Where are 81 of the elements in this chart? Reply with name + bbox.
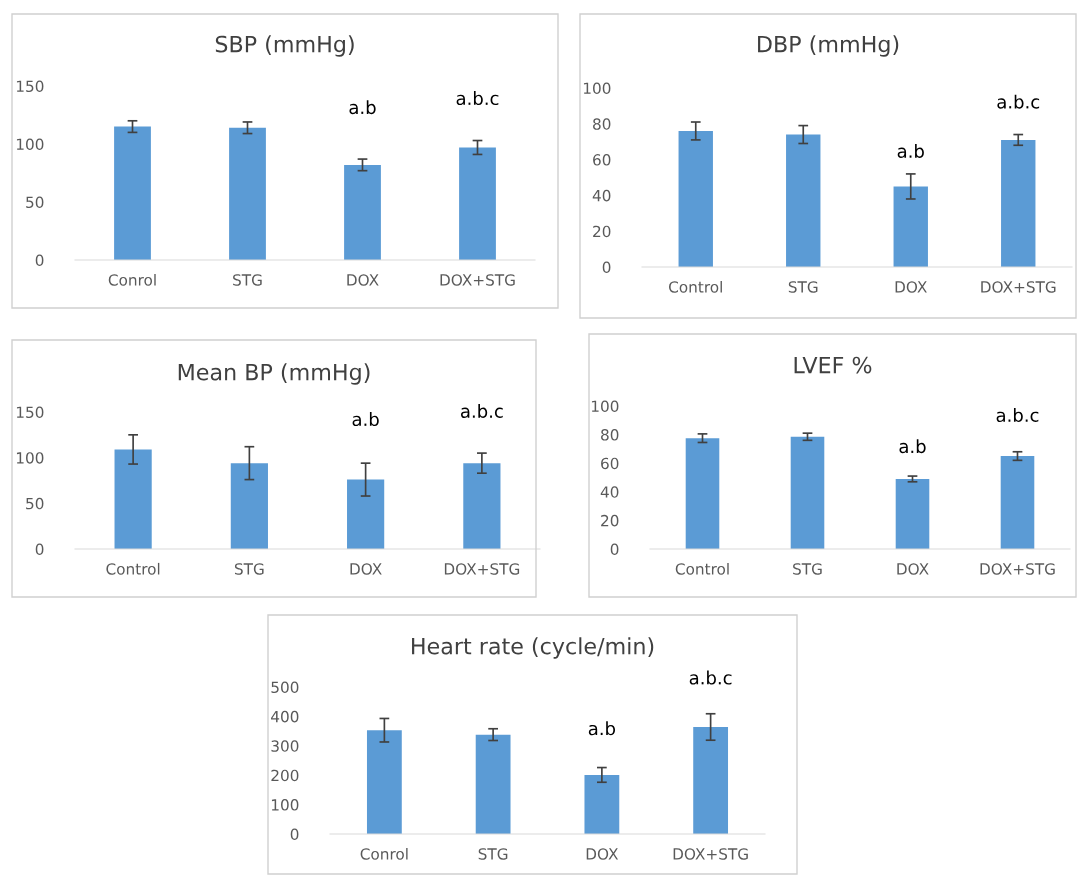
bar (230, 463, 268, 549)
y-tick-label: 100 (591, 400, 619, 413)
bar (786, 134, 821, 267)
annotation: a.b (899, 439, 926, 454)
x-tick-label: Control (669, 280, 722, 293)
bar (229, 127, 266, 260)
x-tick-label: DOX+STG (440, 274, 515, 286)
x-tick-label: DOX+STG (444, 563, 520, 575)
bar (895, 478, 930, 549)
annotation: a.b.c (460, 404, 503, 418)
bar (114, 449, 152, 549)
x-tick-label: Conrol (360, 847, 408, 860)
annotation: a.b.c (996, 408, 1039, 422)
x-tick-label: DOX+STG (981, 281, 1056, 293)
bar (685, 438, 720, 549)
annotation: a.b (588, 721, 616, 736)
bar (678, 130, 713, 267)
x-tick-label: Control (675, 562, 729, 575)
bar (347, 479, 385, 549)
y-tick-label: 300 (271, 740, 299, 752)
annotation: a.b.c (997, 94, 1040, 109)
y-tick-label: 500 (271, 681, 299, 694)
chart-title: DBP (mmHg) (758, 35, 899, 57)
annotation: a.b (349, 100, 376, 115)
chart-title: LVEF % (794, 356, 872, 374)
y-tick-label: 150 (16, 80, 44, 93)
x-tick-label: STG (478, 848, 508, 860)
x-tick-label: STG (788, 281, 818, 293)
x-tick-label: DOX (897, 563, 929, 575)
bar (584, 774, 620, 834)
y-tick-label: 0 (35, 543, 44, 556)
y-tick-label: 60 (593, 154, 611, 166)
y-tick-label: 50 (26, 497, 44, 510)
y-tick-label: 0 (610, 543, 619, 556)
y-tick-label: 200 (271, 769, 299, 782)
x-tick-label: STG (793, 563, 822, 575)
y-tick-label: 150 (16, 406, 44, 419)
y-tick-label: 50 (26, 196, 44, 209)
x-tick-label: DOX (347, 274, 379, 286)
bar (459, 147, 496, 260)
bar (693, 726, 729, 834)
chart-title: Mean BP (mmHg) (178, 363, 370, 385)
y-tick-label: 20 (601, 514, 619, 527)
y-tick-label: 20 (593, 225, 611, 238)
bar (344, 164, 381, 260)
x-tick-label: DOX (895, 281, 927, 293)
bar (790, 436, 825, 549)
bar (1001, 139, 1036, 267)
x-tick-label: STG (234, 563, 264, 575)
y-tick-label: 40 (592, 189, 611, 202)
y-tick-label: 100 (16, 452, 44, 464)
x-tick-label: DOX (586, 848, 619, 860)
annotation: a.b.c (456, 91, 499, 106)
bar (463, 463, 501, 549)
chart-title: SBP (mmHg) (215, 35, 354, 57)
y-tick-label: 0 (35, 254, 44, 267)
bar (475, 734, 511, 834)
y-tick-label: 0 (602, 261, 611, 274)
x-tick-label: Conrol (108, 273, 156, 286)
y-tick-label: 80 (593, 118, 611, 130)
x-tick-label: Control (106, 562, 160, 575)
y-tick-label: 400 (271, 710, 299, 723)
x-tick-label: DOX+STG (673, 848, 748, 860)
annotation: a.b (897, 143, 924, 158)
bar (366, 730, 402, 834)
y-tick-label: 100 (271, 799, 299, 811)
bar (1000, 456, 1035, 549)
bar (893, 186, 928, 267)
y-tick-label: 100 (583, 82, 611, 95)
chart-title: Heart rate (cycle/min) (412, 637, 654, 659)
bar (114, 126, 151, 260)
annotation: a.b.c (689, 670, 732, 685)
y-tick-label: 80 (601, 429, 619, 441)
y-tick-label: 100 (16, 138, 44, 151)
y-tick-label: 40 (600, 486, 619, 498)
annotation: a.b (352, 412, 379, 427)
x-tick-label: DOX+STG (980, 563, 1055, 575)
y-tick-label: 60 (601, 457, 619, 470)
x-tick-label: STG (233, 274, 262, 286)
y-tick-label: 0 (290, 828, 299, 841)
x-tick-label: DOX (350, 563, 382, 575)
